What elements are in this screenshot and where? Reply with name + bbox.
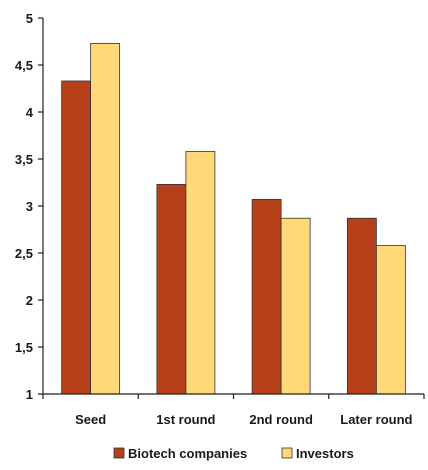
legend: Biotech companies Investors — [113, 446, 354, 461]
y-tick-label: 1,5 — [15, 340, 33, 355]
bar-investors-2nd-round — [280, 217, 311, 395]
bar-investors-1st-round — [185, 151, 216, 395]
bar-biotech-companies-1st-round — [156, 183, 187, 395]
bars — [61, 42, 406, 395]
y-axis-ticks: 1 1,5 2 2,5 3 3,5 4 4,5 5 — [15, 11, 43, 402]
bar-investors-seed — [90, 42, 121, 395]
y-tick-label: 2,5 — [15, 246, 33, 261]
legend-label-biotech-companies: Biotech companies — [128, 446, 247, 461]
y-tick-label: 1 — [26, 387, 33, 402]
x-axis-ticks — [42, 394, 425, 399]
y-tick-label: 3 — [26, 199, 33, 214]
y-tick-label: 5 — [26, 11, 33, 26]
legend-swatch-biotech-companies — [113, 447, 125, 459]
legend-swatch-investors — [281, 447, 293, 459]
bar-biotech-companies-seed — [61, 80, 92, 395]
category-label-later-round: Later round — [340, 412, 412, 427]
category-label-1st-round: 1st round — [156, 412, 215, 427]
x-axis-labels: Seed 1st round 2nd round Later round — [75, 412, 412, 427]
bar-biotech-companies-later-round — [346, 217, 377, 395]
y-tick-label: 4,5 — [15, 58, 33, 73]
y-tick-label: 3,5 — [15, 152, 33, 167]
category-label-seed: Seed — [75, 412, 106, 427]
bar-investors-later-round — [375, 245, 406, 395]
category-label-2nd-round: 2nd round — [249, 412, 313, 427]
y-tick-label: 4 — [26, 105, 34, 120]
bar-biotech-companies-2nd-round — [251, 199, 282, 395]
y-tick-label: 2 — [26, 293, 33, 308]
legend-label-investors: Investors — [296, 446, 354, 461]
